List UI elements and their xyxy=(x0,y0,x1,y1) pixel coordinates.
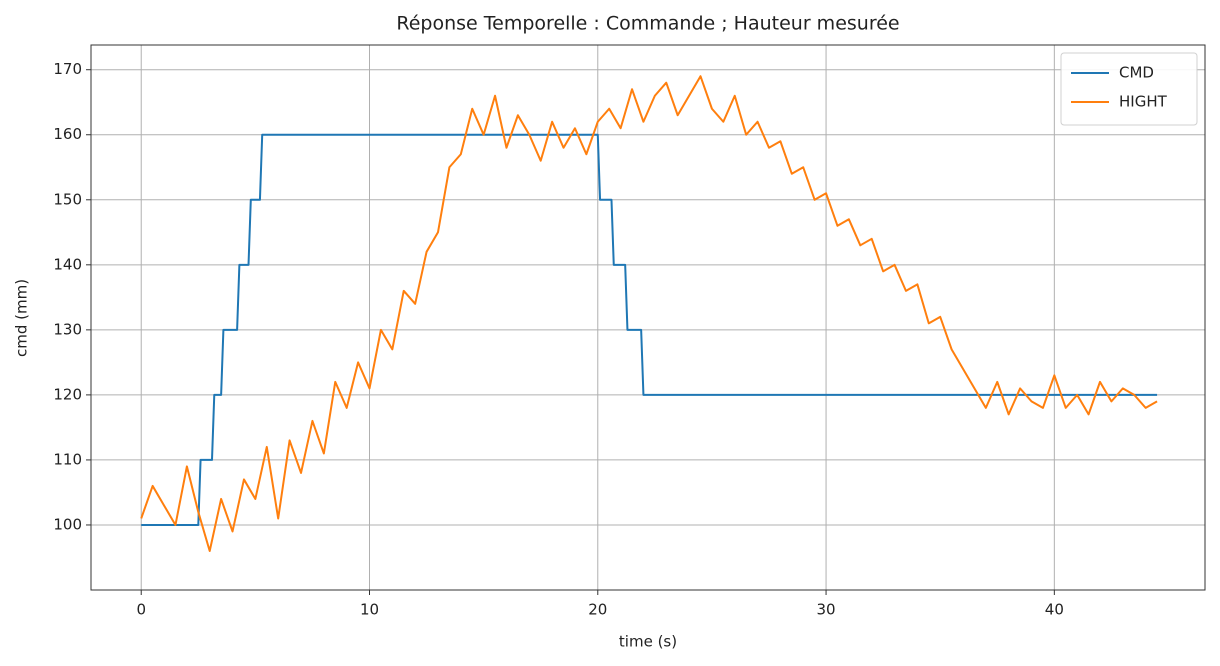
y-tick-label: 150 xyxy=(53,190,82,208)
x-tick-label: 0 xyxy=(136,601,146,619)
chart-title: Réponse Temporelle : Commande ; Hauteur … xyxy=(396,13,899,35)
y-tick-label: 100 xyxy=(53,515,82,533)
legend-label: CMD xyxy=(1119,64,1154,82)
plot-frame xyxy=(90,44,1206,591)
x-tick-label: 20 xyxy=(588,601,607,619)
y-tick-label: 140 xyxy=(53,255,82,273)
x-tick-label: 30 xyxy=(817,601,836,619)
y-tick-label: 110 xyxy=(53,450,82,468)
y-tick-label: 130 xyxy=(53,320,82,338)
legend-label: HIGHT xyxy=(1119,93,1168,111)
y-axis-label: cmd (mm) xyxy=(13,279,31,357)
y-tick-label: 160 xyxy=(53,125,82,143)
y-tick-label: 170 xyxy=(53,60,82,78)
y-tick-label: 120 xyxy=(53,385,82,403)
x-tick-label: 10 xyxy=(360,601,379,619)
x-axis-label: time (s) xyxy=(619,633,677,651)
data-line xyxy=(140,75,1158,552)
data-line xyxy=(141,133,1158,526)
x-tick-label: 40 xyxy=(1045,601,1064,619)
legend-box xyxy=(1060,52,1198,126)
